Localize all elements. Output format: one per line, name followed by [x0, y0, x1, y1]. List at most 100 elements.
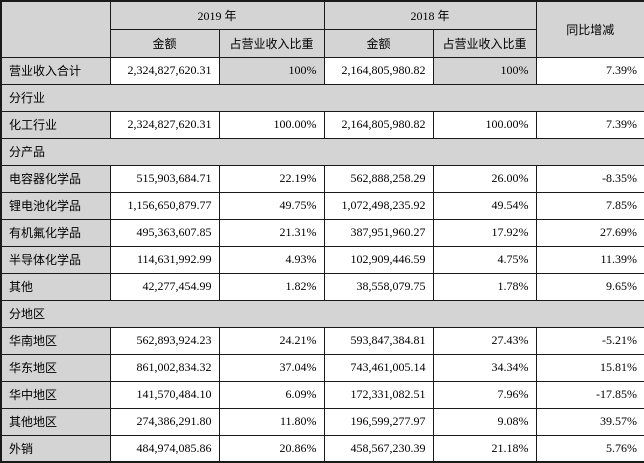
yoy-value: 15.81% — [535, 353, 644, 382]
yoy-value: 7.39% — [535, 110, 644, 139]
amount-2018: 593,847,384.81 — [323, 326, 434, 355]
row-label: 其他 — [0, 272, 111, 301]
ratio-2019: 49.75% — [218, 191, 325, 220]
amount-2019: 484,974,085.86 — [109, 434, 220, 463]
amount-2019: 861,002,834.32 — [109, 353, 220, 382]
amount-2018: 562,888,258.29 — [323, 164, 434, 193]
ratio-2019: 21.31% — [218, 218, 325, 247]
row-label: 营业收入合计 — [0, 56, 111, 85]
ratio-2018: 1.78% — [432, 272, 537, 301]
yoy-value: 7.39% — [535, 56, 644, 85]
yoy-value: 11.39% — [535, 245, 644, 274]
amount-2019: 562,893,924.23 — [109, 326, 220, 355]
row-label: 华南地区 — [0, 326, 111, 355]
table-row: 华中地区 141,570,484.10 6.09% 172,331,082.51 7.9… — [0, 380, 644, 409]
amount-2018: 1,072,498,235.92 — [323, 191, 434, 220]
row-label: 华中地区 — [0, 380, 111, 409]
row-label: 半导体化学品 — [0, 245, 111, 274]
row-label: 其他地区 — [0, 407, 111, 436]
ratio-2019: 6.09% — [218, 380, 325, 409]
section-row: 分产品 — [0, 137, 644, 166]
year-2019-header: 2019 年 — [109, 0, 325, 30]
ratio-2018: 100.00% — [432, 110, 537, 139]
amount-2019: 1,156,650,879.77 — [109, 191, 220, 220]
ratio-2019: 20.86% — [218, 434, 325, 463]
table-body: 营业收入合计 2,324,827,620.31 100% 2,164,805,980.… — [0, 56, 644, 463]
amount-2018: 172,331,082.51 — [323, 380, 434, 409]
ratio-2018: 21.18% — [432, 434, 537, 463]
table-row: 华东地区 861,002,834.32 37.04% 743,461,005.14 34… — [0, 353, 644, 382]
yoy-value: 39.57% — [535, 407, 644, 436]
ratio-2019-header: 占营业收入比重 — [218, 28, 325, 58]
amount-2019: 274,386,291.80 — [109, 407, 220, 436]
ratio-2018: 26.00% — [432, 164, 537, 193]
yoy-value: -5.21% — [535, 326, 644, 355]
yoy-value: 5.76% — [535, 434, 644, 463]
yoy-value: 7.85% — [535, 191, 644, 220]
amount-2019-header: 金额 — [109, 28, 220, 58]
ratio-2019: 24.21% — [218, 326, 325, 355]
amount-2018: 102,909,446.59 — [323, 245, 434, 274]
amount-2018: 387,951,960.27 — [323, 218, 434, 247]
ratio-2019: 1.82% — [218, 272, 325, 301]
row-label: 外销 — [0, 434, 111, 463]
ratio-2019: 22.19% — [218, 164, 325, 193]
amount-2018: 458,567,230.39 — [323, 434, 434, 463]
table-row: 其他地区 274,386,291.80 11.80% 196,599,277.97 9.… — [0, 407, 644, 436]
yoy-value: 9.65% — [535, 272, 644, 301]
ratio-2019: 11.80% — [218, 407, 325, 436]
row-label: 锂电池化学品 — [0, 191, 111, 220]
amount-2019: 42,277,454.99 — [109, 272, 220, 301]
ratio-2018: 4.75% — [432, 245, 537, 274]
amount-2019: 141,570,484.10 — [109, 380, 220, 409]
ratio-2018-header: 占营业收入比重 — [432, 28, 537, 58]
ratio-2018: 49.54% — [432, 191, 537, 220]
ratio-2018: 7.96% — [432, 380, 537, 409]
header-row-years: 2019 年 2018 年 同比增减 — [0, 0, 644, 58]
yoy-header: 同比增减 — [535, 0, 644, 58]
table-row: 半导体化学品 114,631,992.99 4.93% 102,909,446.59 4… — [0, 245, 644, 274]
header-row-measures: 金额 占营业收入比重 金额 占营业收入比重 — [1, 28, 644, 58]
section-label: 分行业 — [0, 83, 644, 112]
section-row: 分地区 — [0, 299, 644, 328]
amount-2019: 515,903,684.71 — [109, 164, 220, 193]
yoy-value: 27.69% — [535, 218, 644, 247]
amount-2019: 2,324,827,620.31 — [109, 56, 220, 85]
ratio-2019: 100% — [218, 56, 325, 85]
ratio-2019: 4.93% — [218, 245, 325, 274]
ratio-2018: 17.92% — [432, 218, 537, 247]
amount-2019: 495,363,607.85 — [109, 218, 220, 247]
amount-2018: 196,599,277.97 — [323, 407, 434, 436]
table-row: 外销 484,974,085.86 20.86% 458,567,230.39 21.1… — [0, 434, 644, 463]
section-label: 分地区 — [0, 299, 644, 328]
yoy-value: -17.85% — [535, 380, 644, 409]
table-row: 营业收入合计 2,324,827,620.31 100% 2,164,805,980.… — [0, 56, 644, 85]
table-row: 电容器化学品 515,903,684.71 22.19% 562,888,258.29… — [0, 164, 644, 193]
amount-2018: 743,461,005.14 — [323, 353, 434, 382]
ratio-2018: 27.43% — [432, 326, 537, 355]
amount-2018: 2,164,805,980.82 — [323, 56, 434, 85]
year-2018-header: 2018 年 — [323, 0, 537, 30]
row-label: 华东地区 — [0, 353, 111, 382]
ratio-2018: 100% — [432, 56, 537, 85]
table-row: 有机氟化学品 495,363,607.85 21.31% 387,951,960.27… — [0, 218, 644, 247]
ratio-2019: 37.04% — [218, 353, 325, 382]
table-row: 华南地区 562,893,924.23 24.21% 593,847,384.81 27… — [0, 326, 644, 355]
table-header: 2019 年 2018 年 同比增减 金额 占营业收入比重 金额 占营业收入比重 — [0, 0, 644, 58]
corner-cell — [0, 0, 111, 58]
yoy-value: -8.35% — [535, 164, 644, 193]
ratio-2019: 100.00% — [218, 110, 325, 139]
amount-2018: 38,558,079.75 — [323, 272, 434, 301]
row-label: 电容器化学品 — [0, 164, 111, 193]
amount-2018-header: 金额 — [323, 28, 434, 58]
table-row: 锂电池化学品 1,156,650,879.77 49.75% 1,072,498,23… — [0, 191, 644, 220]
ratio-2018: 34.34% — [432, 353, 537, 382]
amount-2019: 114,631,992.99 — [109, 245, 220, 274]
section-row: 分行业 — [0, 83, 644, 112]
amount-2018: 2,164,805,980.82 — [323, 110, 434, 139]
table-row: 化工行业 2,324,827,620.31 100.00% 2,164,805,980… — [0, 110, 644, 139]
row-label: 有机氟化学品 — [0, 218, 111, 247]
ratio-2018: 9.08% — [432, 407, 537, 436]
table-row: 其他 42,277,454.99 1.82% 38,558,079.75 1.78% 9.… — [0, 272, 644, 301]
